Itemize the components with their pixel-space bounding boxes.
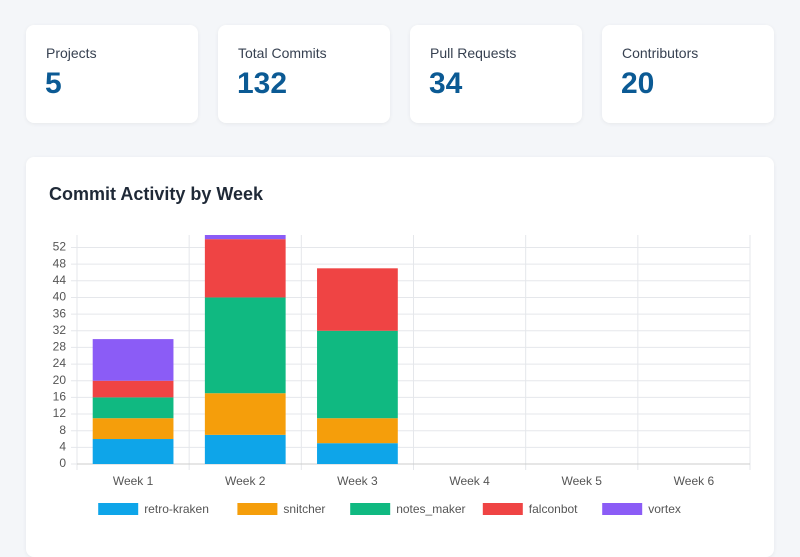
y-tick-label: 44	[53, 273, 67, 287]
bar-segment	[317, 443, 398, 464]
bar-segment	[92, 439, 174, 464]
x-tick-label: Week 5	[562, 474, 603, 488]
x-tick-label: Week 4	[449, 474, 490, 488]
legend-label: vortex	[648, 502, 681, 516]
y-tick-label: 48	[53, 256, 67, 270]
legend-swatch	[482, 503, 523, 515]
y-tick-label: 20	[53, 373, 67, 387]
y-tick-label: 16	[53, 390, 67, 404]
bar-segment	[317, 268, 398, 331]
bar-segment	[204, 434, 286, 464]
y-tick-label: 0	[59, 456, 66, 470]
bar-segment	[92, 339, 174, 381]
stat-value: 34	[429, 67, 463, 100]
stat-card: Projects 5	[26, 25, 198, 123]
bar-segment	[92, 418, 174, 440]
bar-segment	[204, 239, 286, 298]
bar-segment	[92, 397, 174, 419]
stat-label: Projects	[46, 45, 97, 61]
bar-segment	[204, 297, 286, 394]
x-tick-label: Week 3	[337, 474, 378, 488]
stat-value: 5	[45, 67, 62, 100]
chart: Commit Activity by Week 0481216202428323…	[49, 184, 751, 516]
legend-label: notes_maker	[396, 502, 465, 516]
stat-card: Total Commits 132	[218, 25, 390, 123]
bar-segment	[204, 235, 286, 240]
stat-value: 132	[237, 67, 288, 100]
legend-swatch	[350, 503, 391, 515]
legend-swatch	[602, 503, 643, 515]
stat-label: Contributors	[622, 45, 699, 61]
legend-label: falconbot	[529, 502, 578, 516]
x-tick-label: Week 2	[225, 474, 266, 488]
x-tick-label: Week 6	[674, 474, 715, 488]
x-tick-label: Week 1	[113, 474, 154, 488]
bar-segment	[317, 330, 398, 419]
legend-label: retro-kraken	[144, 502, 209, 516]
y-tick-label: 32	[53, 323, 67, 337]
y-tick-label: 28	[53, 340, 67, 354]
legend-swatch	[98, 503, 139, 515]
bar-segment	[92, 380, 174, 398]
y-tick-label: 36	[53, 306, 67, 320]
legend-swatch	[237, 503, 278, 515]
y-tick-label: 40	[53, 290, 67, 304]
stat-card: Contributors 20	[602, 25, 774, 123]
y-tick-label: 12	[53, 406, 67, 420]
chart-title: Commit Activity by Week	[49, 184, 264, 204]
stat-card: Pull Requests 34	[410, 25, 582, 123]
legend-label: snitcher	[283, 502, 325, 516]
stat-label: Total Commits	[238, 45, 327, 61]
page: Projects 5 Total Commits 132 Pull Requests 34…	[26, 25, 774, 557]
y-tick-label: 24	[53, 356, 67, 370]
y-tick-label: 4	[59, 440, 66, 454]
bar-segment	[204, 393, 286, 435]
y-tick-label: 8	[59, 423, 66, 437]
y-tick-label: 52	[53, 240, 67, 254]
stat-label: Pull Requests	[430, 45, 517, 61]
stat-value: 20	[621, 67, 655, 100]
bar-segment	[317, 418, 398, 444]
